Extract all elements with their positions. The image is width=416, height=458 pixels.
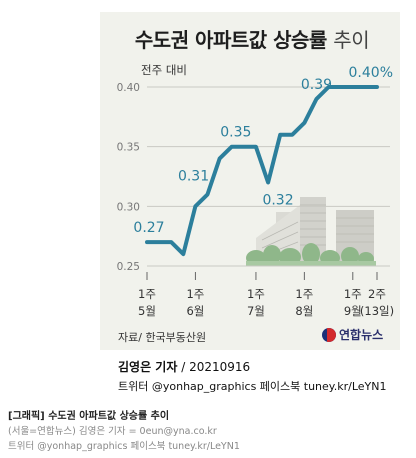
x-tick-label: 2주 xyxy=(368,287,386,301)
data-labels: 0.27 0.31 0.35 0.32 0.39 0.40% xyxy=(133,65,393,236)
y-tick-label: 0.35 xyxy=(117,142,140,154)
data-label: 0.31 xyxy=(178,168,209,184)
chart-title: 수도권 아파트값 상승률 추이 xyxy=(108,24,396,53)
data-label: 0.40% xyxy=(349,65,393,81)
y-tick-label: 0.30 xyxy=(117,201,140,213)
x-tick-sublabel: 6월 xyxy=(186,304,204,318)
source-note: 자료/ 한국부동산원 xyxy=(118,331,207,344)
x-tick-label: 1주 xyxy=(186,287,204,301)
x-tick-sublabel: (13일) xyxy=(360,304,394,318)
chart-title-suffix: 추이 xyxy=(333,28,370,52)
caption-title: [그래픽] 수도권 아파트값 상승률 추이 xyxy=(8,411,170,422)
series-line xyxy=(145,85,379,257)
caption-credit: (서울=연합뉴스) 김영은 기자 = 0eun@yna.co.kr xyxy=(8,426,217,437)
x-tick-label: 1주 xyxy=(295,287,313,301)
x-tick-sublabel: 7월 xyxy=(247,304,265,318)
reporter-date: / 20210916 xyxy=(181,360,251,374)
caption-social: 트위터 @yonhap_graphics 페이스북 tuney.kr/LeYN1 xyxy=(8,441,240,452)
y-axis: 0.25 0.30 0.35 0.40 xyxy=(117,82,140,273)
reporter-line: 김영은 기자 / 20210916 xyxy=(118,358,250,375)
data-label: 0.39 xyxy=(301,77,332,93)
apartment-illustration xyxy=(246,197,376,266)
yonhap-logo-icon xyxy=(322,327,336,342)
data-label: 0.27 xyxy=(133,220,164,236)
social-line: 트위터 @yonhap_graphics 페이스북 tuney.kr/LeYN1 xyxy=(118,380,387,393)
x-tick-label: 1주 xyxy=(344,287,362,301)
data-label: 0.32 xyxy=(262,192,293,208)
x-tick-sublabel: 8월 xyxy=(295,304,313,318)
y-tick-label: 0.25 xyxy=(117,261,140,273)
chart-card xyxy=(100,12,400,350)
chart-title-main: 수도권 아파트값 상승률 xyxy=(134,28,327,52)
y-axis-label: 전주 대비 xyxy=(141,63,187,77)
data-label: 0.35 xyxy=(220,125,251,141)
publisher-name: 연합뉴스 xyxy=(339,328,384,342)
x-tick-sublabel: 5월 xyxy=(138,304,156,318)
x-tick-sublabel: 9월 xyxy=(344,304,362,318)
x-tick-label: 1주 xyxy=(247,287,265,301)
y-tick-label: 0.40 xyxy=(117,82,140,94)
x-tick-label: 1주 xyxy=(138,287,156,301)
publisher-logo: 연합뉴스 xyxy=(322,326,383,343)
x-axis: 1주 5월 1주 6월 1주 7월 1주 8월 1주 9월 2주 (13일) xyxy=(138,272,394,318)
reporter-name: 김영은 기자 xyxy=(118,360,178,374)
